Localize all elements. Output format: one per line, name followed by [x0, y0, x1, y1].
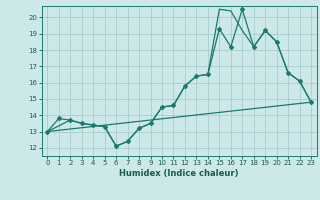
- X-axis label: Humidex (Indice chaleur): Humidex (Indice chaleur): [119, 169, 239, 178]
